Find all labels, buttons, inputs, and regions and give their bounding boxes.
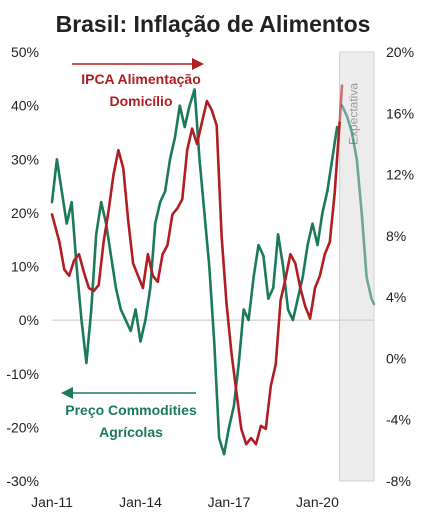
x-tick-label: Jan-11 [31,494,73,510]
commodities-label-line2: Agrícolas [99,424,163,440]
x-axis: Jan-11 Jan-14 Jan-17 Jan-20 [31,494,339,510]
y-left-tick-label: 10% [11,259,39,275]
y-right-tick-label: -8% [386,473,411,489]
chart-title: Brasil: Inflação de Alimentos [56,11,371,37]
forecast-band [339,51,375,482]
y-left-tick-label: 0% [19,312,39,328]
y-left-tick-label: -10% [6,366,39,382]
x-tick-label: Jan-14 [119,494,162,510]
y-right-tick-label: 4% [386,289,406,305]
series-layer [50,84,376,456]
y-right-tick-label: 16% [386,105,414,121]
y-left-tick-label: -30% [6,473,39,489]
right-axis: 20% 16% 12% 8% 4% 0% -4% -8% [386,44,414,489]
y-right-tick-label: 8% [386,228,406,244]
left-axis: 50% 40% 30% 20% 10% 0% -10% -20% -30% [6,44,39,489]
y-right-tick-label: 0% [386,350,406,366]
y-left-tick-label: 40% [11,98,39,114]
y-left-tick-label: 30% [11,151,39,167]
y-left-tick-label: 50% [11,44,39,60]
commodities-forecast-line [340,104,376,306]
y-left-tick-label: -20% [6,419,39,435]
ipca-forecast-line [338,84,344,124]
ipca-series-line [50,99,341,446]
annotation-ipca: IPCA Alimentação Domicílio [72,58,204,109]
forecast-region: Expectativa [339,51,375,482]
commodities-label-line1: Preço Commodities [65,402,197,418]
x-tick-label: Jan-20 [296,494,339,510]
commodities-series-line [50,88,339,456]
x-tick-label: Jan-17 [208,494,251,510]
annotation-commodities: Preço Commodities Agrícolas [61,387,197,440]
ipca-label-line1: IPCA Alimentação [81,71,201,87]
y-right-tick-label: 12% [386,167,414,183]
ipca-label-line2: Domicílio [109,93,172,109]
y-left-tick-label: 20% [11,205,39,221]
y-right-tick-label: 20% [386,44,414,60]
y-right-tick-label: -4% [386,412,411,428]
